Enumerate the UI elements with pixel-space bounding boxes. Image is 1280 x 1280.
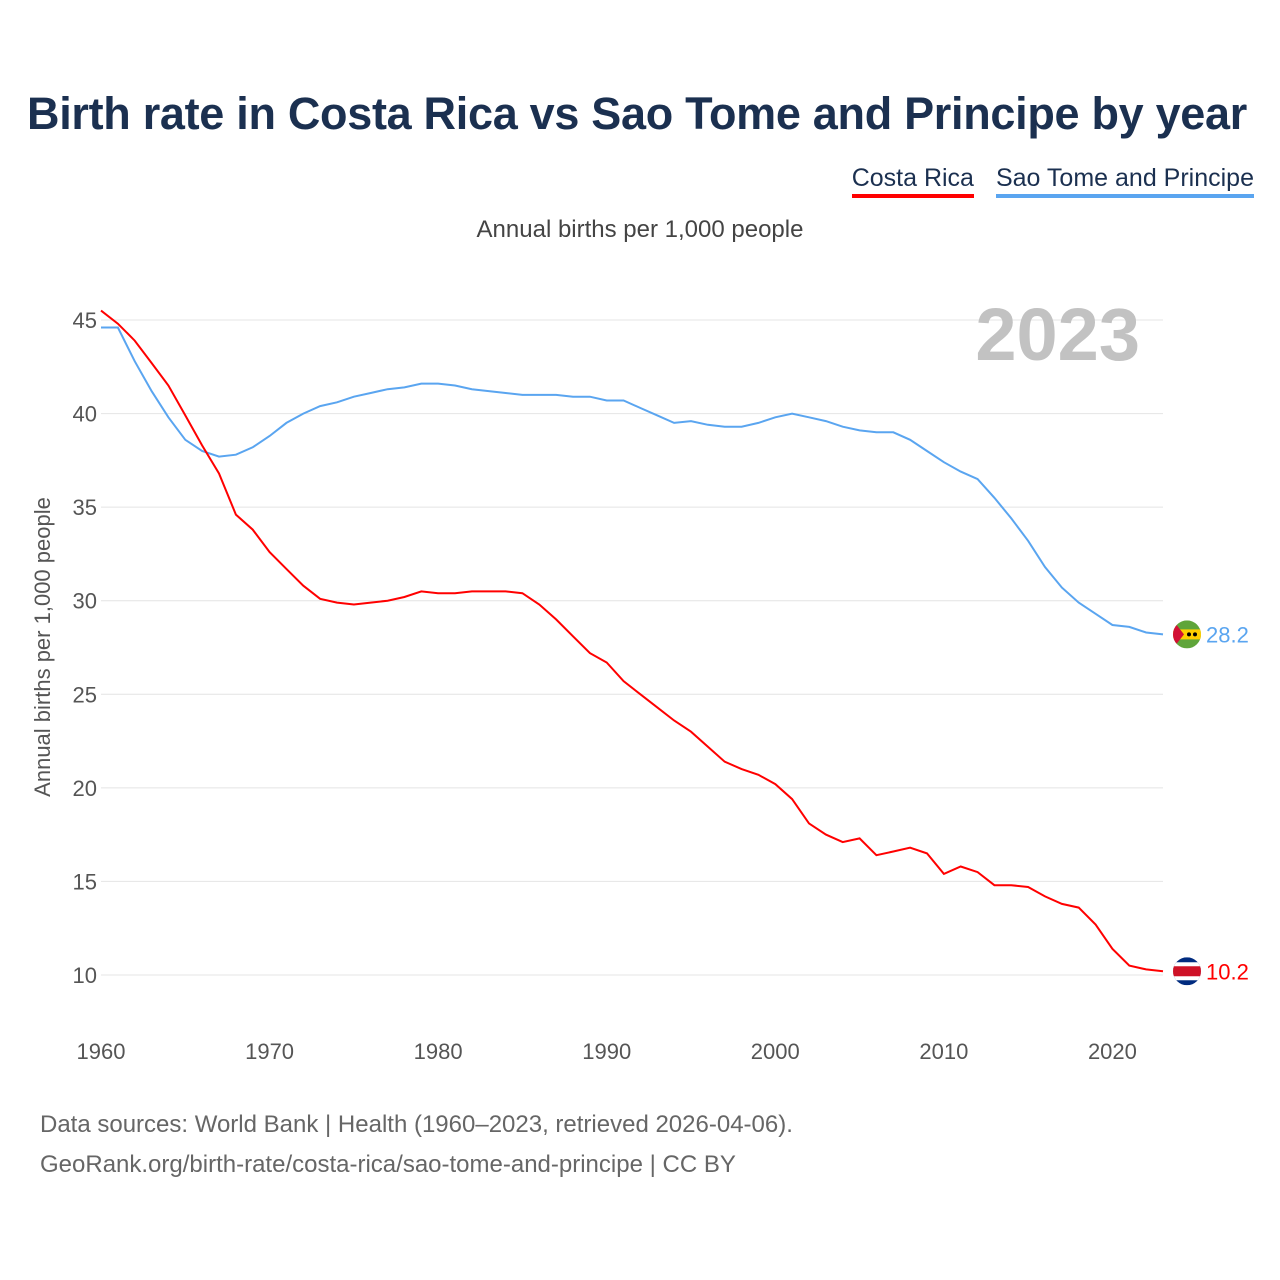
y-tick-label: 10 [73, 963, 97, 988]
end-value-label: 10.2 [1206, 959, 1249, 984]
costa-rica-flag-icon [1173, 957, 1201, 986]
chart-subtitle: Annual births per 1,000 people [476, 216, 804, 243]
x-tick-label: 1960 [77, 1039, 126, 1064]
footer-link[interactable]: GeoRank.org/birth-rate/costa-rica/sao-to… [40, 1151, 736, 1178]
chart-title: Birth rate in Costa Rica vs Sao Tome and… [27, 88, 1247, 139]
y-tick-label: 35 [73, 495, 97, 520]
x-tick-label: 2010 [919, 1039, 968, 1064]
x-tick-label: 2020 [1088, 1039, 1137, 1064]
y-tick-label: 25 [73, 682, 97, 707]
series-line [100, 309, 1164, 973]
sao-tome-flag-icon [1173, 620, 1201, 649]
year-watermark: 2023 [975, 293, 1140, 376]
legend: Costa Rica Sao Tome and Principe [851, 164, 1254, 198]
y-tick-label: 45 [73, 308, 97, 333]
y-tick-label: 40 [73, 402, 97, 427]
y-axis-title: Annual births per 1,000 people [30, 497, 55, 797]
y-tick-label: 15 [73, 869, 97, 894]
footer-source: Data sources: World Bank | Health (1960–… [40, 1111, 793, 1138]
legend-costa-rica[interactable]: Costa Rica [851, 164, 974, 198]
x-tick-label: 2000 [751, 1039, 800, 1064]
series-line [101, 326, 1164, 636]
legend-sao-tome[interactable]: Sao Tome and Principe [995, 164, 1254, 198]
x-tick-label: 1970 [245, 1039, 294, 1064]
y-tick-label: 20 [73, 776, 97, 801]
x-tick-label: 1980 [414, 1039, 463, 1064]
x-tick-label: 1990 [582, 1039, 631, 1064]
y-tick-label: 30 [73, 589, 97, 614]
footer: Data sources: World Bank | Health (1960–… [40, 1105, 793, 1185]
end-value-label: 28.2 [1206, 622, 1249, 647]
